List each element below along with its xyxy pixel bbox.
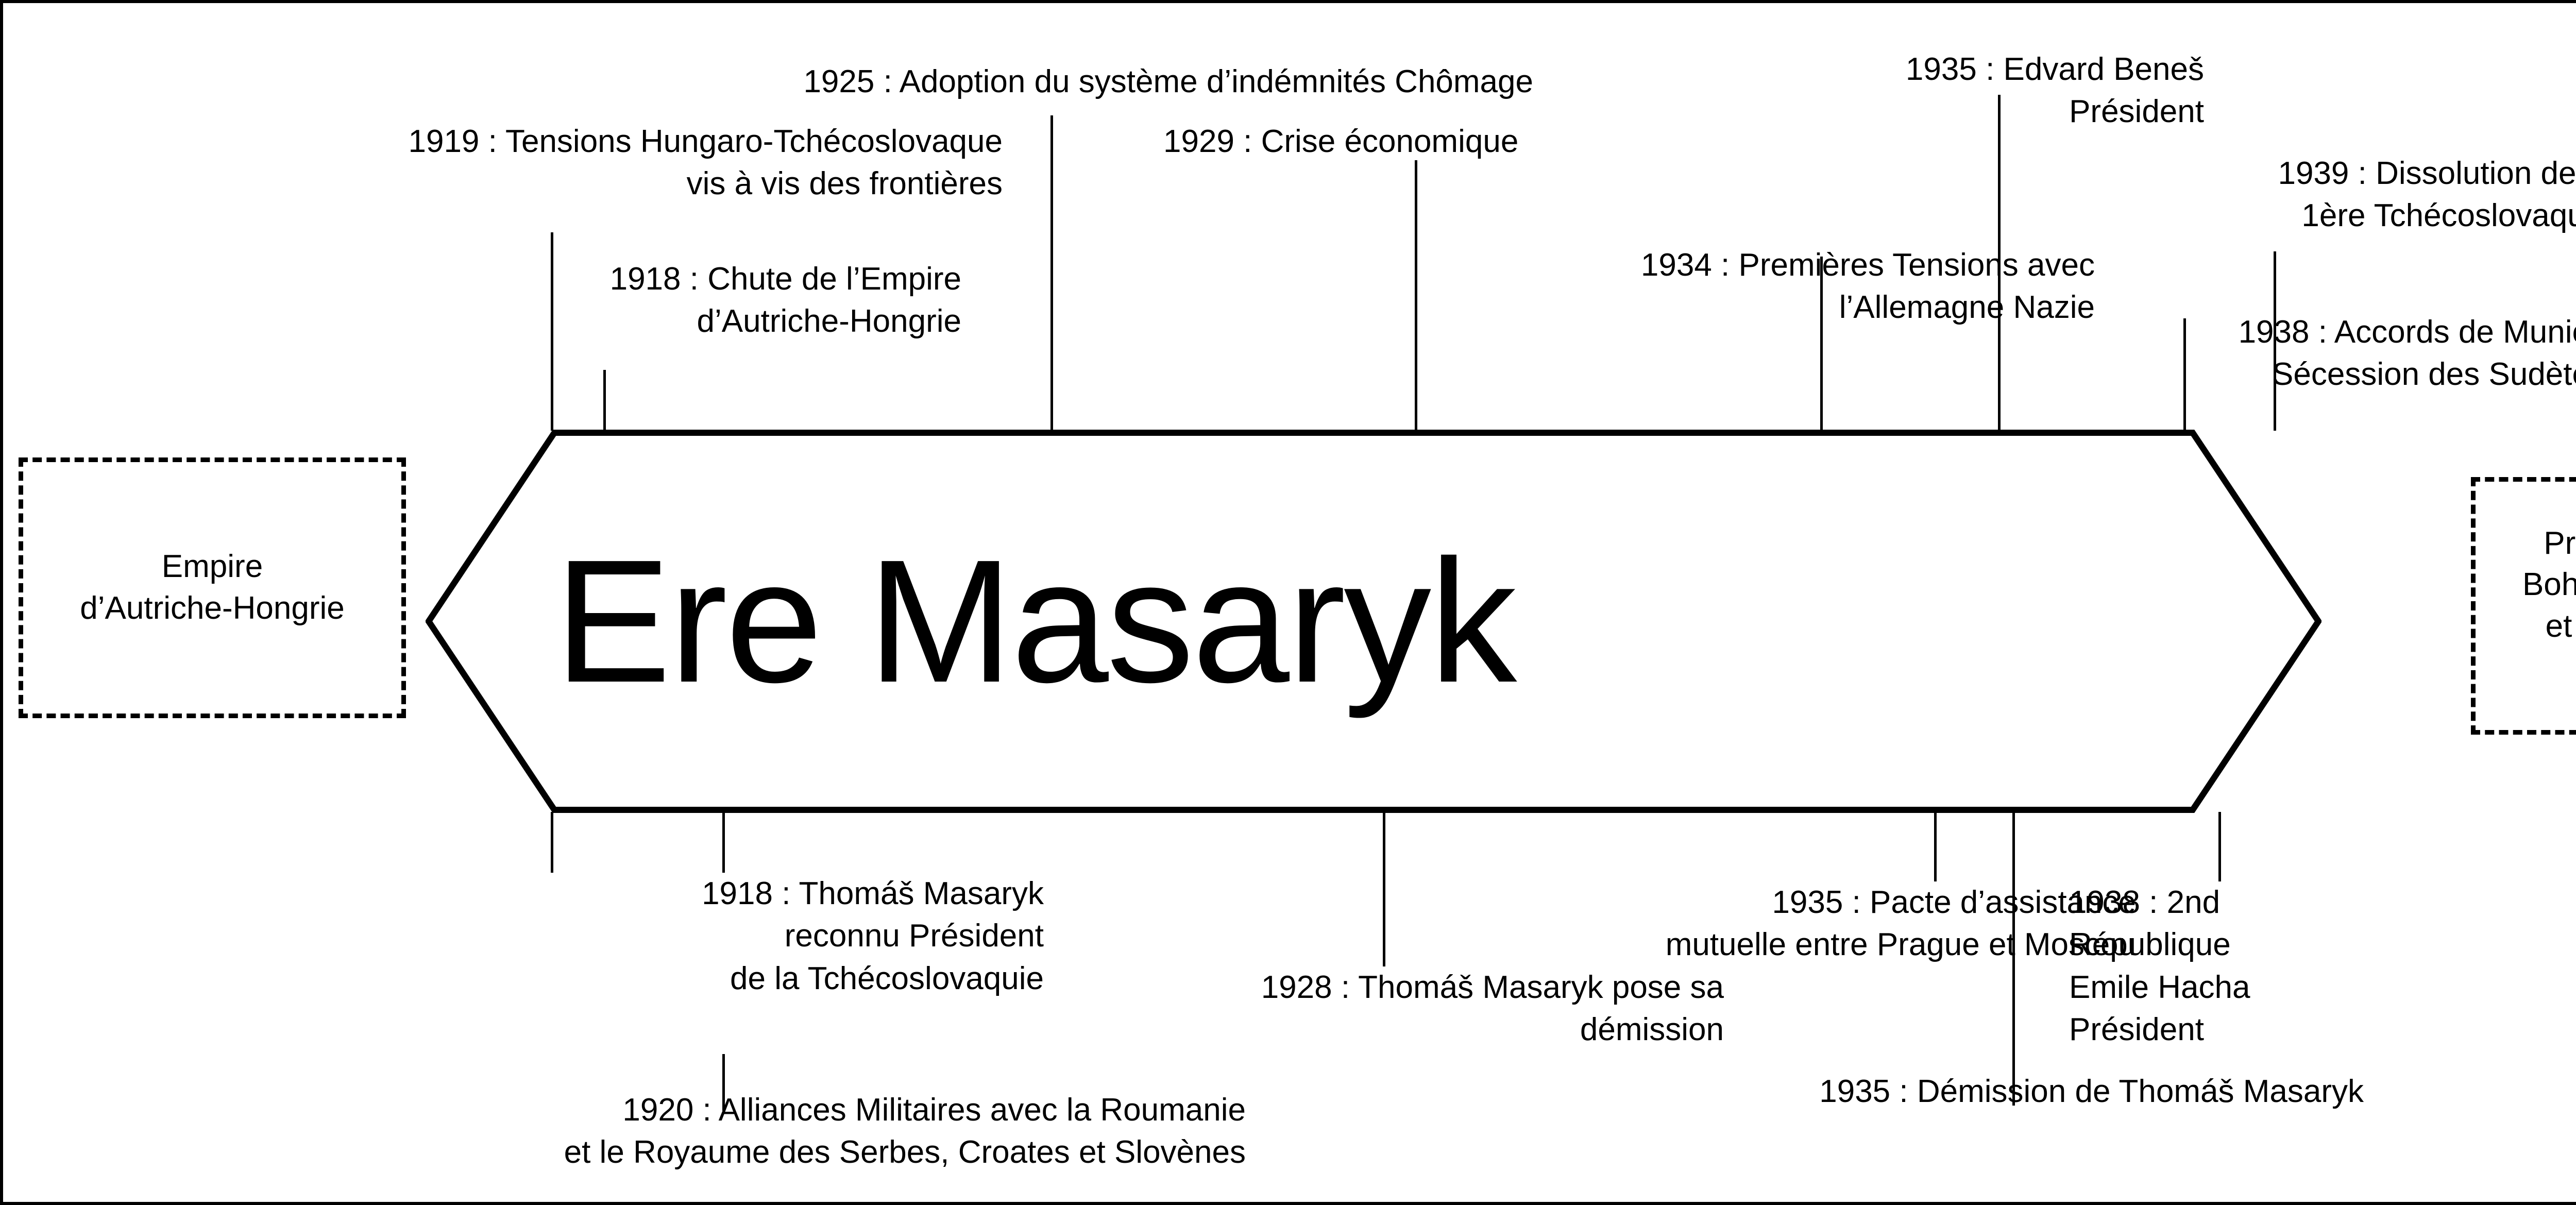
event-label-1935-demission: 1935 : Démission de Thomáš Masaryk [1343,1071,2364,1113]
era-box-end: Protéctorat de Bohême-Moravie et Républi… [2471,477,2576,735]
event-label-1920: 1920 : Alliances Militaires avec la Roum… [44,1089,1246,1174]
banner-shape [426,430,2321,813]
event-label-1935-benes: 1935 : Edvard Beneš Président [1549,48,2204,133]
event-1938-2nd-line-2: République [2069,927,2231,963]
event-1935-pacte-line-2: mutuelle entre Prague et Moscou [1665,927,2136,963]
event-label-1929: 1929 : Crise économique [1163,121,1679,163]
tick-1920-bottom [722,812,725,873]
event-1935-benes-line-2: Président [2069,94,2204,130]
event-1935-demission-line-1: 1935 : Démission de Thomáš Masaryk [1819,1074,2364,1109]
tick-1934-top [1820,257,1823,431]
era-box-end-text: Protéctorat de Bohême-Moravie et Républi… [2476,523,2576,689]
event-1919-line-2: vis à vis des frontières [686,166,1003,202]
event-1919-line-1: 1919 : Tensions Hungaro-Tchécoslovaque [408,124,1003,159]
tick-1928-bottom [1383,812,1385,966]
tick-1918-bottom [551,812,553,873]
event-label-1935-pacte: 1935 : Pacte d’assistance mutuelle entre… [1301,881,2136,966]
era-end-line-2: Bohême-Moravie [2522,567,2576,603]
event-label-1918-bottom: 1918 : Thomáš Masaryk reconnu Président … [189,873,1044,1000]
event-1920-line-1: 1920 : Alliances Militaires avec la Roum… [622,1092,1246,1128]
event-1939-line-1: 1939 : Dissolution de la [2278,156,2576,191]
tick-1929-top [1415,160,1417,431]
tick-1918-top [603,370,606,431]
event-1938-2nd-line-4: Président [2069,1012,2204,1048]
event-1934-line-2: l’Allemagne Nazie [1839,290,2095,326]
event-1918-bottom-line-2: reconnu Président [784,918,1044,954]
event-1918-bottom-line-3: de la Tchécoslovaquie [730,960,1044,996]
tick-1935-pacte-bottom [1934,812,1937,881]
event-label-1934: 1934 : Premières Tensions avec l’Allemag… [1240,244,2095,329]
event-1929-line-1: 1929 : Crise économique [1163,124,1519,159]
event-1938-munich-line-2: Sécession des Sudètes [2272,357,2576,393]
event-1918-bottom-line-1: 1918 : Thomáš Masaryk [702,876,1044,911]
era-end-line-4: Slovaque [2476,648,2576,689]
event-label-1918-top: 1918 : Chute de l’Empire d’Autriche-Hong… [199,258,961,343]
era-box-start-text: Empire d’Autriche-Hongrie [80,546,344,629]
event-1925-line-1: 1925 : Adoption du système d’indémnités … [803,64,1533,99]
event-1938-2nd-line-3: Emile Hacha [2069,969,2250,1005]
tick-1925-top [1050,115,1053,431]
event-label-1925: 1925 : Adoption du système d’indémnités … [364,61,1533,103]
era-box-start: Empire d’Autriche-Hongrie [19,457,406,718]
tick-1920-bottom-stem [722,1054,725,1111]
event-1934-line-1: 1934 : Premières Tensions avec [1640,247,2095,283]
event-1938-2nd-line-1: 1938 : 2nd [2069,885,2221,920]
tick-1935-demission-bottom [2012,812,2015,1106]
event-1938-munich-line-1: 1938 : Accords de Munich [2238,314,2576,350]
era-end-line-3: et République [2545,608,2576,644]
tick-1938-2nd-bottom [2218,812,2221,881]
event-1935-benes-line-1: 1935 : Edvard Beneš [1905,52,2204,87]
tick-1919-top [551,232,553,431]
event-1935-pacte-line-1: 1935 : Pacte d’assistance [1772,885,2136,920]
page-title: Ere Masaryk [554,523,1517,719]
era-end-line-1: Protéctorat de [2544,525,2576,561]
event-1918-top-line-1: 1918 : Chute de l’Empire [609,261,961,297]
tick-1939-top [2274,251,2276,431]
event-label-1938-2nd: 1938 : 2nd République Emile Hacha Présid… [2069,881,2533,1051]
event-label-1928: 1928 : Thomáš Masaryk pose sa démission [827,966,1724,1051]
event-1928-line-2: démission [1580,1012,1724,1048]
tick-1935-benes-top [1998,95,2001,431]
event-label-1938-munich: 1938 : Accords de Munich Sécession des S… [1652,311,2576,396]
era-banner: Ere Masaryk [426,430,2321,813]
event-1918-top-line-2: d’Autriche-Hongrie [697,303,961,340]
era-start-line-1: Empire [161,549,263,585]
event-1920-line-2: et le Royaume des Serbes, Croates et Slo… [564,1134,1246,1170]
event-1939-line-2: 1ère Tchécoslovaquie [2301,198,2576,234]
era-start-line-2: d’Autriche-Hongrie [80,590,345,626]
tick-1938-munich-top [2183,318,2186,431]
event-label-1919: 1919 : Tensions Hungaro-Tchécoslovaque v… [44,121,1003,206]
event-label-1939: 1939 : Dissolution de la 1ère Tchécoslov… [1703,152,2576,237]
event-1928-line-1: 1928 : Thomáš Masaryk pose sa [1261,970,1724,1005]
